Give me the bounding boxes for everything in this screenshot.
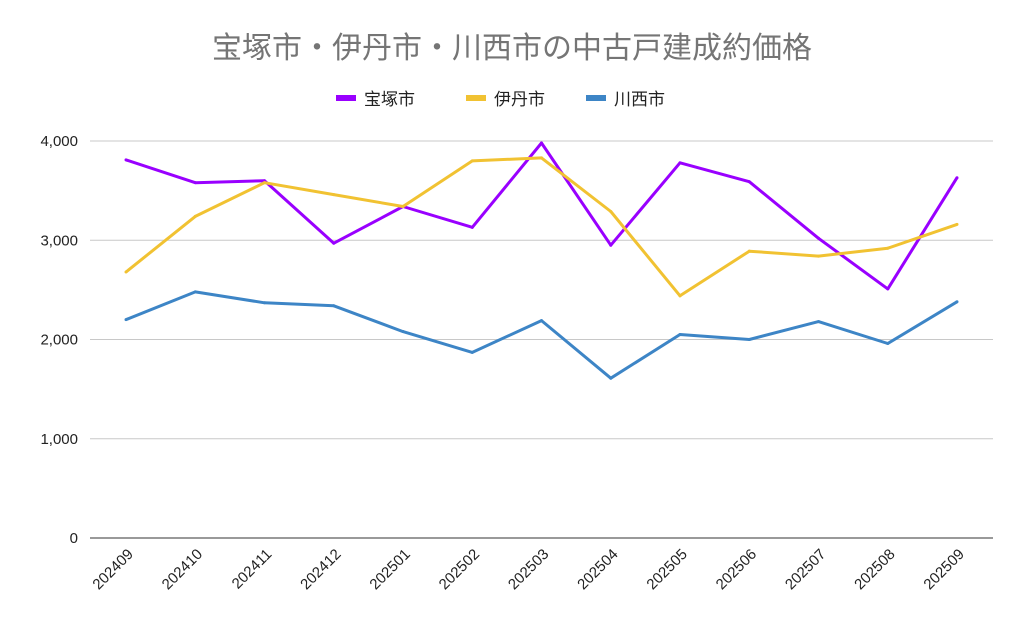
data-point xyxy=(955,300,959,304)
data-point xyxy=(401,205,405,209)
y-tick-label: 3,000 xyxy=(40,232,78,249)
x-tick-label: 202508 xyxy=(851,546,898,593)
data-point xyxy=(886,246,890,250)
y-tick-label: 0 xyxy=(70,530,78,547)
legend: 宝塚市 伊丹市 川西市 xyxy=(336,90,665,110)
data-point xyxy=(886,287,890,291)
legend-swatch xyxy=(336,95,356,101)
data-point xyxy=(540,141,543,145)
data-point xyxy=(401,330,405,334)
data-point xyxy=(332,304,336,308)
x-tick-label: 202506 xyxy=(713,546,760,593)
x-tick-label: 202411 xyxy=(229,546,276,593)
legend-label: 伊丹市 xyxy=(494,90,545,110)
y-tick-label: 4,000 xyxy=(40,133,78,150)
data-point xyxy=(747,338,751,341)
series-line-2 xyxy=(125,156,958,298)
y-tick-label: 1,000 xyxy=(40,431,78,448)
data-point xyxy=(124,158,128,162)
legend-label: 川西市 xyxy=(614,90,665,110)
data-point xyxy=(609,243,613,247)
data-point xyxy=(332,241,336,245)
data-point xyxy=(886,341,890,345)
legend-swatch xyxy=(466,95,486,101)
data-point xyxy=(817,320,820,324)
data-point xyxy=(540,156,543,160)
y-tick-label: 2,000 xyxy=(40,332,78,349)
data-point xyxy=(817,254,820,258)
legend-label: 宝塚市 xyxy=(364,90,415,110)
x-tick-label: 202410 xyxy=(159,546,206,593)
chart-title: 宝塚市・伊丹市・川西市の中古戸建成約価格 xyxy=(212,31,812,66)
y-axis: 0 1,000 2,000 3,000 4,000 xyxy=(40,133,78,547)
x-tick-label: 202501 xyxy=(366,546,413,593)
data-point xyxy=(124,318,128,322)
data-point xyxy=(609,209,613,213)
x-axis: 202409 202410 202411 202412 202501 202502 2025… xyxy=(89,546,967,593)
data-point xyxy=(540,319,543,323)
series-line-3 xyxy=(125,290,958,380)
data-point xyxy=(124,270,128,274)
series-lines xyxy=(124,141,959,380)
series-line-1 xyxy=(125,141,959,291)
data-point xyxy=(678,294,682,298)
x-tick-label: 202509 xyxy=(920,546,967,593)
x-tick-label: 202507 xyxy=(782,546,829,593)
data-point xyxy=(747,180,751,184)
data-point xyxy=(263,301,266,305)
data-point xyxy=(817,236,820,240)
data-point xyxy=(470,159,474,163)
data-point xyxy=(955,176,959,180)
gridlines xyxy=(90,140,993,539)
x-tick-label: 202412 xyxy=(297,546,344,593)
x-tick-label: 202409 xyxy=(89,546,136,593)
x-tick-label: 202503 xyxy=(505,546,552,593)
data-point xyxy=(678,161,682,165)
x-tick-label: 202505 xyxy=(643,546,690,593)
data-point xyxy=(263,181,266,185)
data-point xyxy=(955,222,959,226)
data-point xyxy=(609,376,613,380)
data-point xyxy=(193,214,197,218)
data-point xyxy=(470,350,474,354)
data-point xyxy=(470,225,474,229)
x-tick-label: 202504 xyxy=(574,546,621,593)
data-point xyxy=(747,249,751,253)
x-tick-label: 202502 xyxy=(436,546,483,593)
data-point xyxy=(193,290,197,294)
data-point xyxy=(332,193,336,197)
legend-swatch xyxy=(586,95,606,101)
data-point xyxy=(678,333,682,337)
data-point xyxy=(193,181,197,185)
